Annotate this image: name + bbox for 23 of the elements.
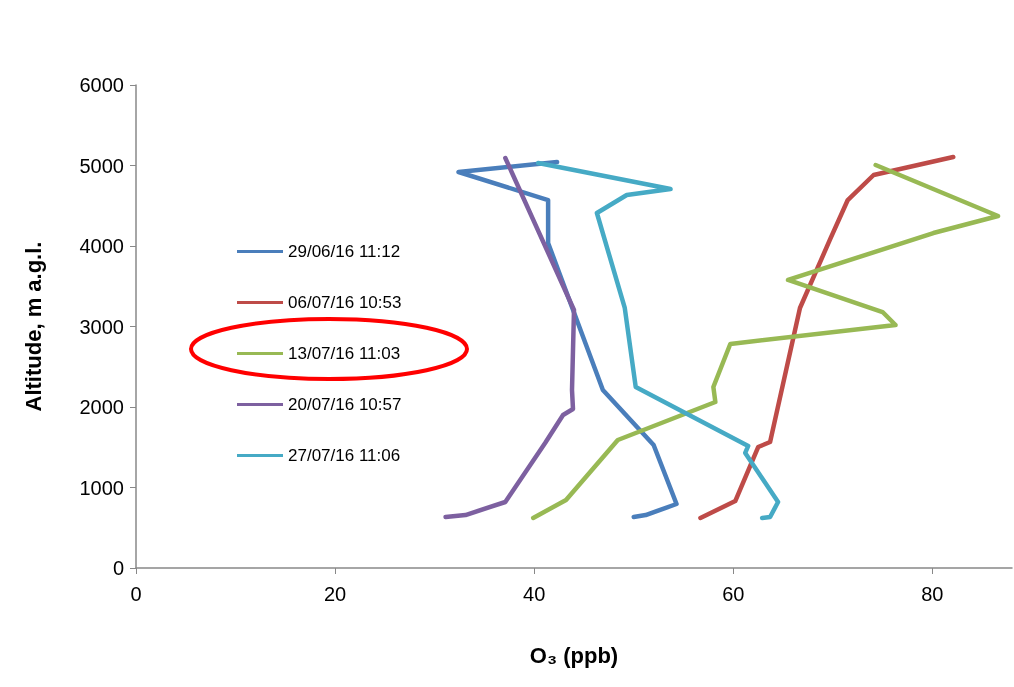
y-tick-label: 2000: [79, 396, 124, 418]
x-tick-label: 60: [722, 583, 745, 605]
line-series: [530, 162, 1001, 521]
line-series: [535, 160, 781, 521]
x-tick-label: 80: [921, 583, 944, 605]
line-series: [443, 155, 577, 520]
x-axis-title: O₃ (ppb): [529, 642, 619, 668]
y-axis-title: Altitude, m a.g.l.: [20, 241, 46, 412]
legend-label: 13/07/16 11:03: [288, 344, 401, 363]
legend-label: 29/06/16 11:12: [288, 242, 401, 261]
x-tick-label: 0: [130, 583, 142, 605]
y-tick-label: 0: [112, 557, 124, 579]
y-tick-label: 6000: [79, 74, 124, 96]
legend-label: 27/07/16 11:06: [288, 446, 401, 465]
y-tick-label: 4000: [79, 235, 124, 257]
y-tick-label: 5000: [79, 154, 124, 177]
x-tick-label: 40: [523, 583, 546, 605]
y-tick-label: 3000: [79, 315, 124, 338]
legend-label: 06/07/16 10:53: [288, 293, 402, 312]
line-series: [698, 154, 956, 521]
y-tick-label: 1000: [79, 476, 124, 499]
x-tick-label: 20: [323, 583, 347, 605]
legend-label: 20/07/16 10:57: [288, 395, 402, 414]
